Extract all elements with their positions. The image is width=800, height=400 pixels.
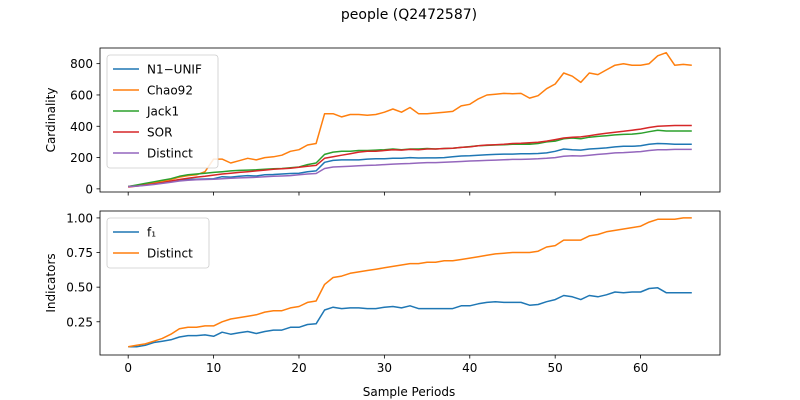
x-tick-label: 20: [291, 361, 306, 375]
x-tick-label: 40: [462, 361, 477, 375]
legend-label: N1−UNIF: [147, 63, 202, 77]
series-line-sor: [128, 124, 692, 188]
legend-label: Jack1: [146, 105, 179, 119]
y-tick-label: 0.25: [66, 315, 93, 329]
x-tick-label: 10: [206, 361, 221, 375]
y-tick-label: 600: [70, 88, 93, 102]
x-tick-label: 60: [633, 361, 648, 375]
legend: f₁ Distinct: [106, 217, 210, 269]
plot-lines: [128, 217, 692, 348]
y-axis-label: Cardinality: [44, 88, 58, 153]
legend: N1−UNIF Chao92 Jack1 SOR Distinct: [106, 54, 219, 169]
y-tick-label: 200: [70, 151, 93, 165]
series-line-f: [128, 287, 692, 348]
y-tick-label: 1.00: [66, 211, 93, 225]
figure-title: people (Q2472587): [341, 7, 477, 23]
y-tick-label: 0.50: [66, 281, 93, 295]
y-tick-label: 0: [85, 182, 93, 196]
axes-frame: [99, 47, 721, 193]
y-tick-label: 0.75: [66, 246, 93, 260]
series-line-n1-unif: [128, 142, 692, 188]
series-line-distinct: [128, 217, 692, 348]
x-tick-label: 30: [377, 361, 392, 375]
x-axis-label: Sample Periods: [363, 385, 455, 399]
series-line-distinct: [128, 148, 692, 188]
legend-label: Chao92: [147, 84, 193, 98]
legend-label: SOR: [147, 126, 172, 140]
legend-label: Distinct: [147, 147, 193, 161]
plot-lines: [128, 51, 692, 188]
legend-label: f₁: [147, 226, 156, 240]
x-tick-label: 50: [548, 361, 563, 375]
y-tick-label: 400: [70, 120, 93, 134]
axes-frame: [99, 210, 721, 356]
indicators-panel: 0 10 20 30 40 50 60 0.25 0.50 0.75 1.00 Indicators f…: [44, 210, 721, 375]
series-line-chao92: [128, 51, 692, 188]
legend-box: [106, 54, 219, 169]
legend-label: Distinct: [147, 247, 193, 261]
cardinality-panel: 0 200 400 600 800 Cardinality N1−UNIF Chao92 Jac…: [44, 47, 721, 196]
y-tick-label: 800: [70, 57, 93, 71]
y-axis-label: Indicators: [44, 253, 58, 312]
legend-box: [106, 217, 210, 269]
x-tick-label: 0: [124, 361, 132, 375]
